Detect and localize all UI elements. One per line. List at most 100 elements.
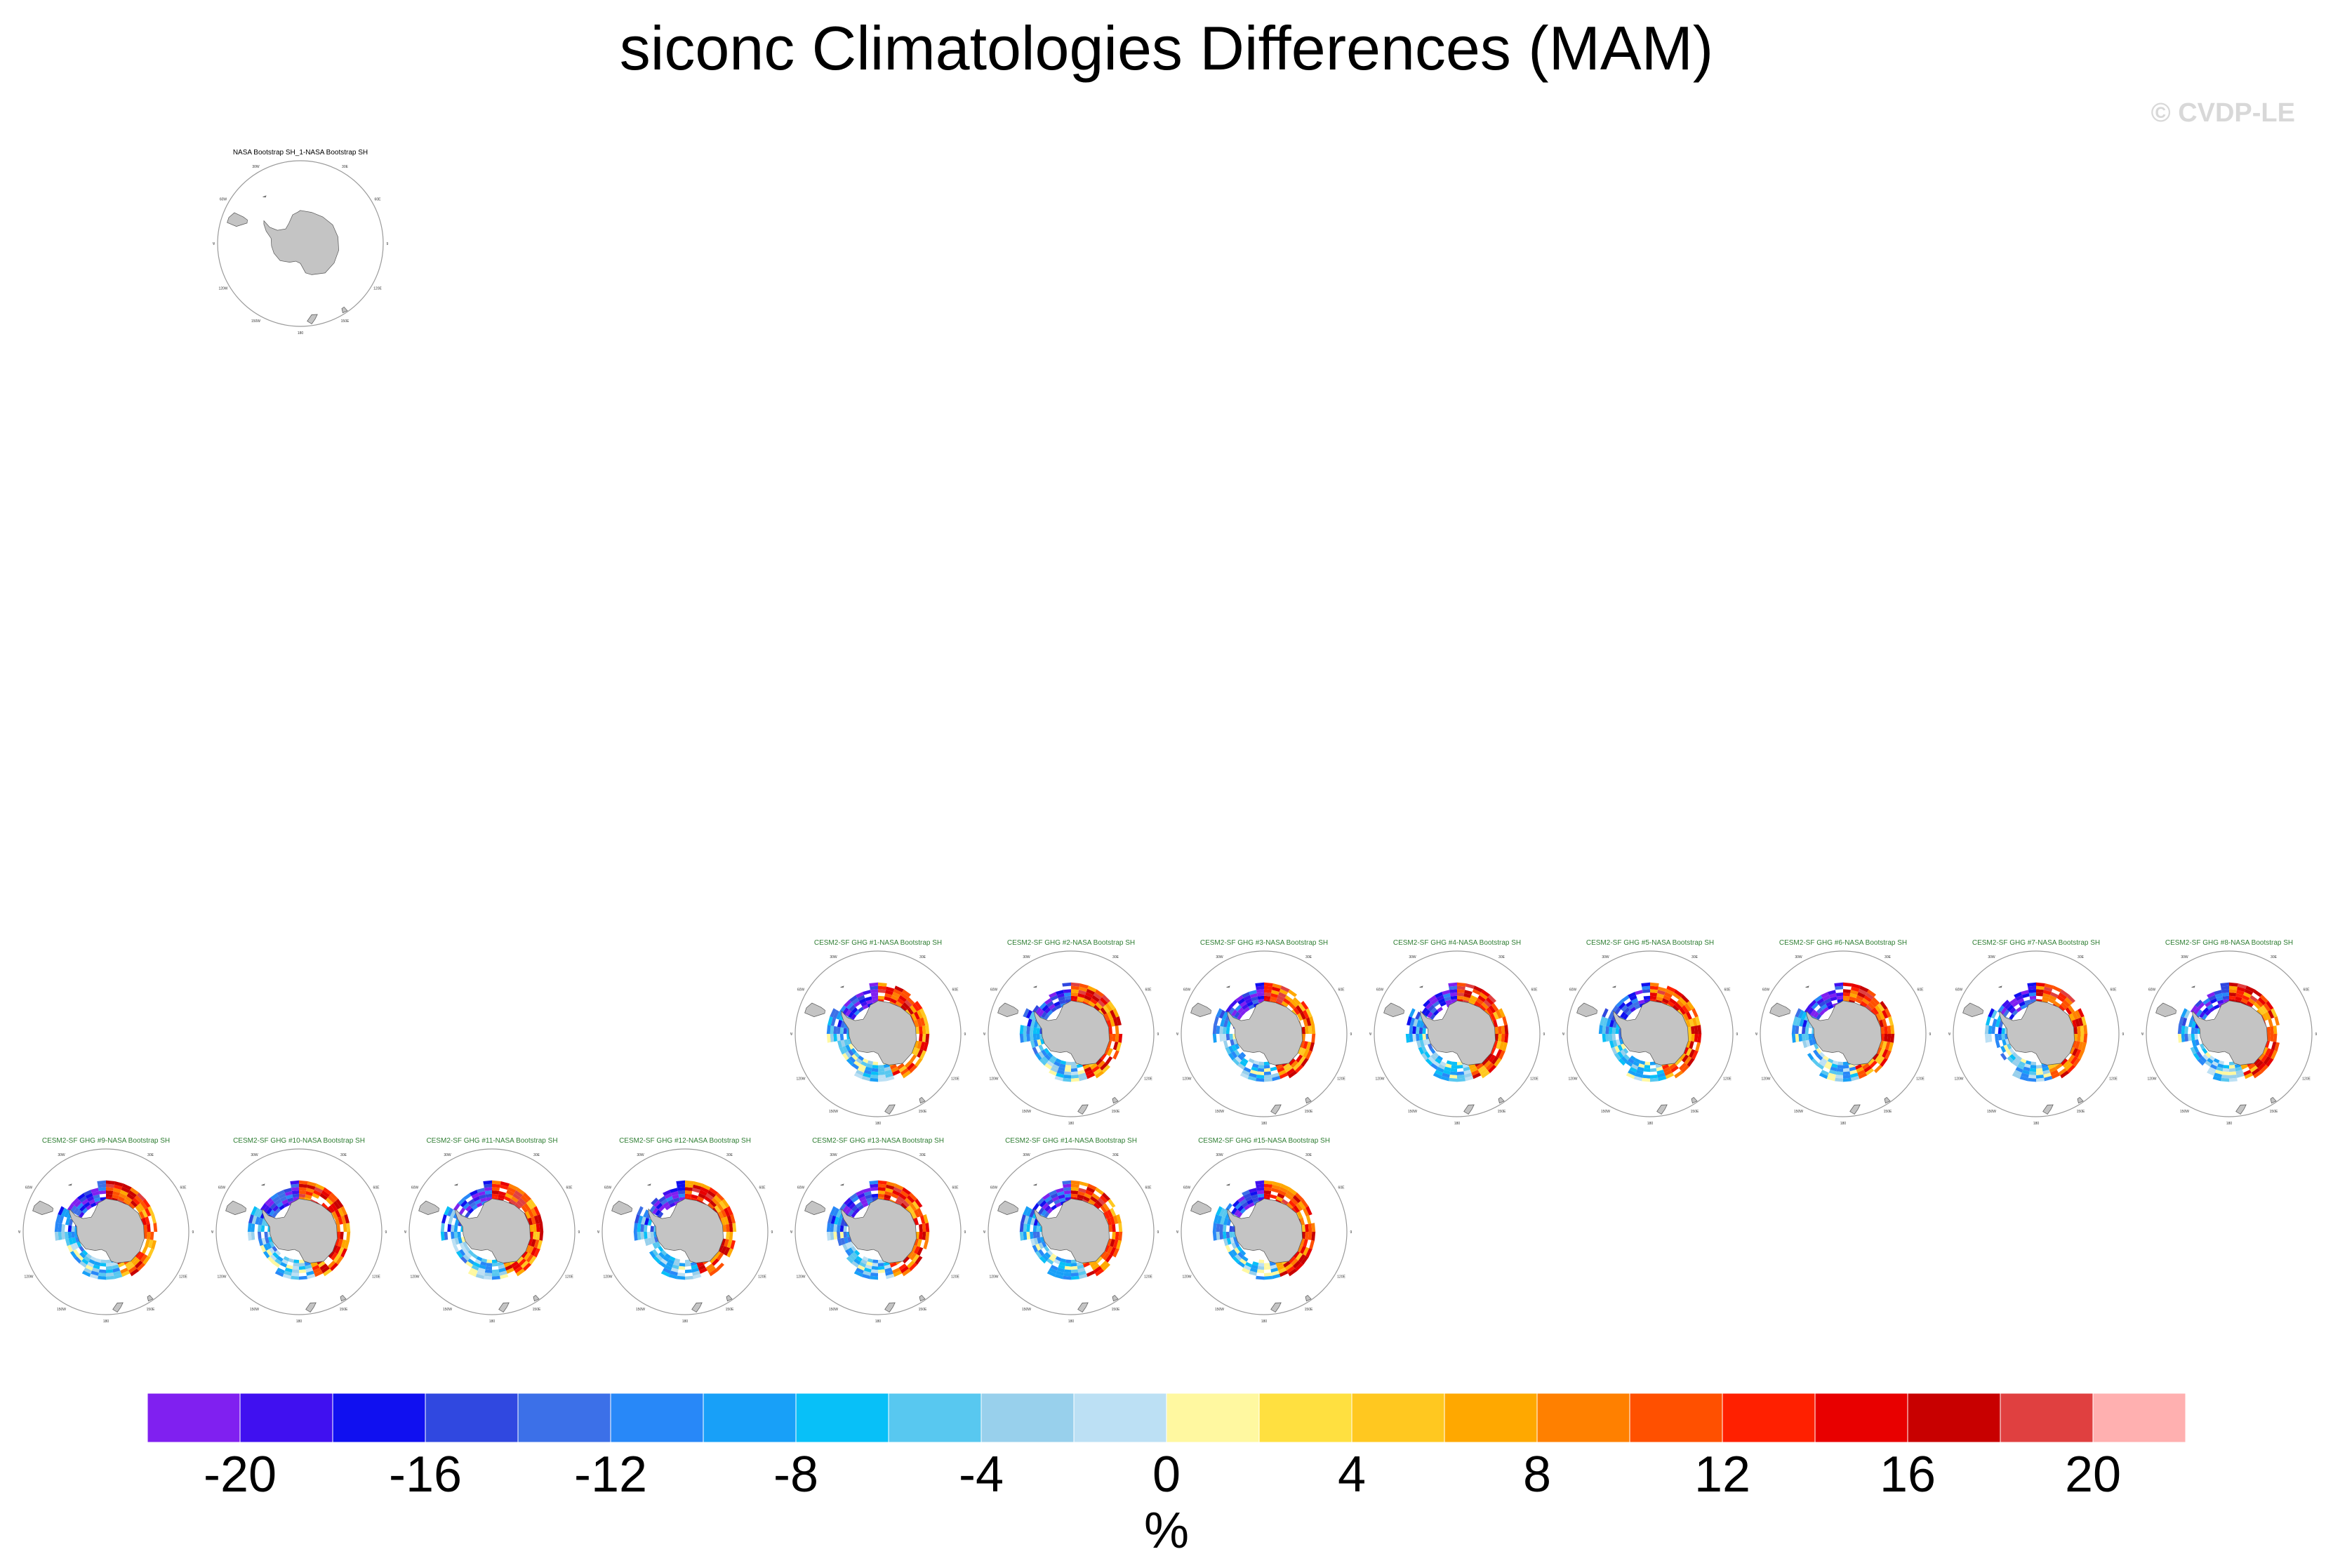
sea-ice-diff-cell: [685, 1183, 693, 1188]
sea-ice-diff-cell: [2191, 1034, 2195, 1041]
sea-ice-diff-cell: [319, 1263, 328, 1271]
sea-ice-diff-cell: [72, 1197, 80, 1206]
sea-ice-diff-cell: [290, 1180, 299, 1185]
south-america-landmass: [2155, 1002, 2176, 1017]
longitude-label: 30W: [830, 1153, 837, 1157]
sea-ice-diff-cell: [498, 1268, 507, 1273]
sea-ice-diff-cell: [2266, 1058, 2274, 1067]
sea-ice-diff-cell: [1872, 997, 1880, 1005]
longitude-label: 60E: [180, 1186, 187, 1190]
sea-ice-diff-cell: [514, 1202, 521, 1210]
sea-ice-diff-cell: [68, 1218, 74, 1226]
longitude-label: 30E: [1305, 955, 1312, 959]
colorbar-tick-label: 16: [1879, 1447, 1936, 1503]
sea-ice-diff-cell: [898, 1263, 907, 1271]
sea-ice-diff-cell: [1212, 1232, 1217, 1241]
sea-ice-diff-cell: [274, 1270, 284, 1277]
sea-ice-diff-cell: [1064, 1193, 1071, 1198]
sea-ice-diff-cell: [878, 1187, 886, 1191]
sea-ice-diff-cell: [500, 1184, 509, 1190]
sea-ice-diff-cell: [851, 1054, 858, 1061]
sea-ice-diff-cell: [1244, 1006, 1250, 1013]
sea-ice-diff-cell: [1110, 1247, 1117, 1256]
tasmania-landmass: [1112, 1096, 1119, 1104]
sea-ice-diff-cell: [2260, 995, 2268, 1003]
sea-ice-diff-cell: [1077, 996, 1084, 1002]
sea-ice-diff-cell: [479, 1194, 486, 1200]
sea-ice-diff-cell: [1271, 1072, 1280, 1078]
sea-ice-diff-cell: [1035, 1053, 1042, 1061]
sea-ice-diff-cell: [1843, 1075, 1852, 1079]
sea-ice-diff-cell: [2223, 1065, 2229, 1069]
sea-ice-diff-cell: [1430, 997, 1438, 1005]
sea-ice-diff-cell: [1311, 1223, 1316, 1232]
sea-ice-diff-cell: [919, 1223, 923, 1232]
sea-ice-diff-cell: [1105, 1056, 1113, 1065]
sea-ice-diff-cell: [118, 1261, 126, 1268]
sea-ice-diff-cell: [2273, 1025, 2278, 1034]
sea-ice-diff-cell: [463, 1192, 472, 1200]
sea-ice-diff-cell: [669, 1202, 676, 1208]
sea-ice-diff-cell: [1064, 995, 1071, 1000]
sea-ice-diff-cell: [126, 1263, 135, 1271]
sea-ice-diff-cell: [1212, 1223, 1217, 1232]
sea-ice-diff-cell: [1264, 982, 1273, 987]
sea-ice-diff-cell: [830, 1008, 837, 1018]
sea-ice-diff-cell: [1691, 1050, 1699, 1060]
sea-ice-diff-cell: [1679, 1053, 1687, 1061]
sea-ice-diff-cell: [1865, 992, 1874, 1000]
sea-ice-diff-cell: [1258, 1061, 1264, 1065]
sea-ice-diff-cell: [637, 1232, 642, 1240]
sea-ice-diff-cell: [444, 1206, 451, 1216]
sea-ice-diff-cell: [2043, 1072, 2052, 1078]
sea-ice-diff-cell: [865, 996, 872, 1002]
sea-ice-diff-cell: [1679, 1007, 1687, 1015]
sea-ice-diff-cell: [1023, 1206, 1030, 1216]
sea-ice-diff-cell: [851, 1007, 858, 1014]
longitude-label: 30E: [533, 1153, 540, 1157]
sea-ice-diff-cell: [1697, 1025, 1702, 1034]
sea-ice-diff-cell: [866, 1197, 873, 1202]
sea-ice-diff-cell: [1504, 1034, 1509, 1043]
sea-ice-diff-cell: [866, 1063, 873, 1068]
sea-ice-diff-cell: [858, 1006, 864, 1013]
sea-ice-diff-cell: [2195, 999, 2203, 1008]
sea-ice-diff-cell: [1633, 1075, 1642, 1082]
sea-ice-diff-cell: [1498, 1034, 1502, 1042]
sea-ice-diff-cell: [1882, 1049, 1889, 1058]
sea-ice-diff-cell: [135, 1195, 143, 1203]
longitude-label: 60E: [2111, 988, 2118, 992]
sea-ice-diff-cell: [1288, 1002, 1296, 1010]
sea-ice-diff-cell: [1030, 1232, 1034, 1240]
sea-ice-diff-cell: [1251, 1066, 1258, 1072]
sea-ice-diff-cell: [677, 1273, 685, 1277]
sea-ice-diff-cell: [98, 1275, 106, 1280]
sea-ice-diff-cell: [1083, 1196, 1091, 1202]
sea-ice-diff-cell: [842, 1053, 849, 1061]
sea-ice-diff-cell: [142, 1199, 151, 1208]
sea-ice-diff-cell: [1097, 999, 1105, 1008]
sea-ice-diff-cell: [1090, 1195, 1098, 1203]
sea-ice-diff-cell: [1634, 1058, 1641, 1064]
sea-ice-diff-cell: [1284, 1192, 1293, 1200]
sea-ice-diff-cell: [2184, 1034, 2188, 1042]
sea-ice-diff-cell: [1650, 1077, 1659, 1082]
south-georgia-landmass: [453, 1183, 458, 1186]
sea-ice-diff-cell: [323, 1268, 332, 1277]
sea-ice-diff-cell: [1308, 1232, 1312, 1240]
sea-ice-diff-cell: [477, 1270, 485, 1276]
longitude-label: 90E: [1736, 1032, 1738, 1037]
sea-ice-diff-cell: [531, 1216, 536, 1225]
sea-ice-diff-cell: [860, 1001, 868, 1007]
sea-ice-diff-cell: [717, 1252, 724, 1261]
sea-ice-diff-cell: [1051, 1055, 1057, 1061]
sea-ice-diff-cell: [912, 1201, 920, 1210]
longitude-label: 120E: [2109, 1077, 2118, 1082]
polar-map: 030E60E90E120E150E180150W120W90W60W30W: [18, 1144, 194, 1324]
sea-ice-diff-cell: [1283, 997, 1291, 1005]
sea-ice-diff-cell: [135, 1205, 142, 1213]
sea-ice-diff-cell: [2229, 989, 2238, 993]
sea-ice-diff-cell: [1691, 1008, 1699, 1018]
sea-ice-diff-cell: [2078, 1050, 2085, 1060]
longitude-label: 30E: [919, 1153, 926, 1157]
